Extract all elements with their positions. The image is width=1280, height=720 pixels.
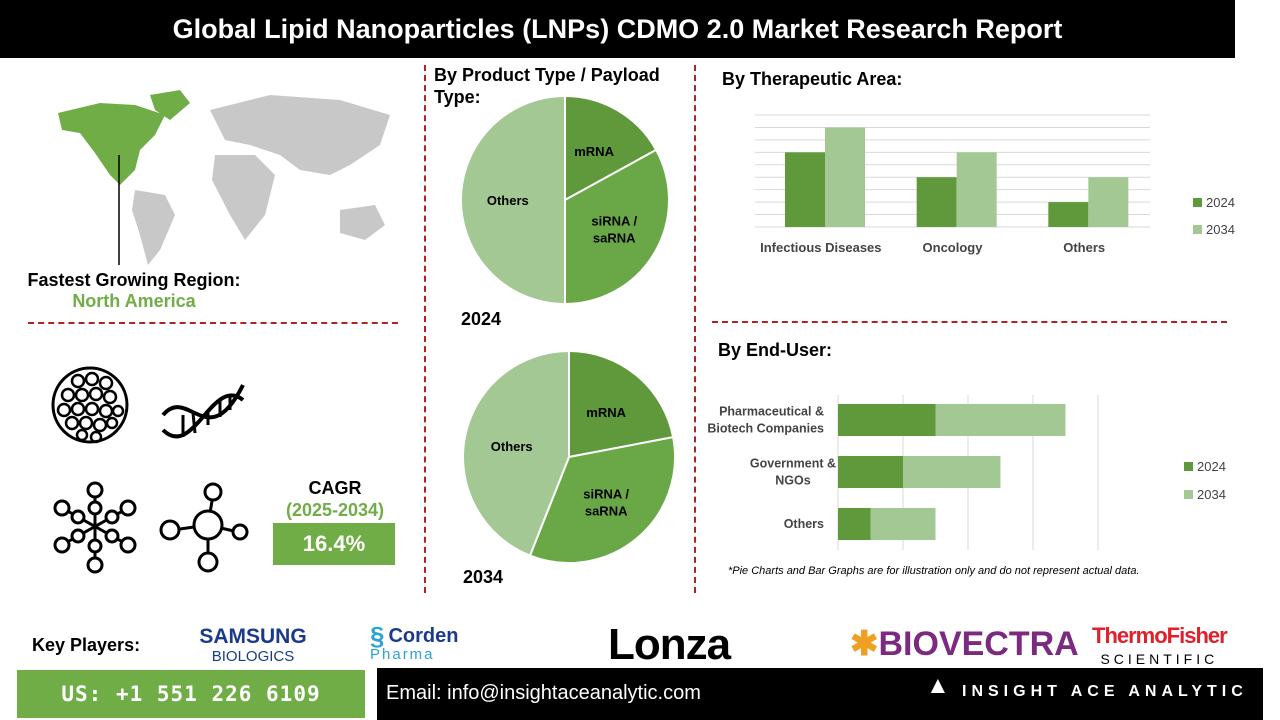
divider bbox=[712, 321, 1227, 323]
phone-contact[interactable]: US: +1 551 226 6109 bbox=[17, 670, 365, 718]
world-map bbox=[58, 90, 390, 265]
pie-label: siRNA / bbox=[583, 486, 629, 501]
end-user-title: By End-User: bbox=[718, 340, 833, 360]
pie-slice bbox=[528, 435, 676, 564]
bar-2024 bbox=[916, 177, 957, 227]
category-label: Biotech Companies bbox=[707, 422, 824, 436]
legend-swatch bbox=[1184, 462, 1193, 471]
pie-year-2024: 2024 bbox=[461, 309, 502, 329]
cagr-value: 16.4% bbox=[273, 523, 395, 565]
bar-2024 bbox=[1048, 202, 1089, 227]
divider bbox=[28, 322, 398, 324]
pie-label: Others bbox=[491, 439, 533, 454]
nanoparticle-icon bbox=[51, 366, 129, 444]
divider bbox=[694, 65, 696, 593]
molecule-icon bbox=[159, 482, 249, 573]
pie-slice bbox=[564, 148, 670, 306]
therapeutic-bar-chart: Infectious Diseases Oncology Others 2024 203… bbox=[755, 114, 1235, 255]
dna-icon bbox=[161, 384, 245, 439]
bar-2024 bbox=[838, 404, 936, 436]
pie-label: mRNA bbox=[574, 144, 614, 159]
legend-swatch bbox=[1193, 225, 1202, 234]
report-title: Global Lipid Nanoparticles (LNPs) CDMO 2… bbox=[0, 0, 1235, 58]
thermofisher-logo: ThermoFisher SCIENTIFIC bbox=[1092, 623, 1228, 668]
cagr-period: (2025-2034) bbox=[285, 500, 385, 520]
molecule-network-icon bbox=[53, 481, 137, 574]
category-label: Pharmaceutical & bbox=[719, 405, 824, 419]
key-players-label: Key Players: bbox=[32, 635, 141, 655]
category-label: Infectious Diseases bbox=[760, 240, 881, 255]
category-label: Others bbox=[1063, 240, 1105, 255]
samsung-biologics-logo: SAMSUNG BIOLOGICS bbox=[199, 625, 307, 665]
pie-label: saRNA bbox=[593, 231, 636, 246]
bar-2034 bbox=[870, 508, 936, 540]
pie-label: siRNA / bbox=[591, 214, 637, 229]
brand-logo-icon: ▲ bbox=[926, 672, 950, 699]
brand-name: INSIGHT ACE ANALYTIC bbox=[962, 683, 1248, 700]
end-user-bar-chart: Pharmaceutical & Biotech Companies Governm… bbox=[707, 395, 1226, 550]
pie-label: saRNA bbox=[585, 503, 628, 518]
pie-year-2034: 2034 bbox=[463, 567, 504, 587]
bar-2034 bbox=[956, 152, 997, 227]
pie-label: Others bbox=[487, 193, 529, 208]
bar-2024 bbox=[785, 152, 825, 227]
bar-2034 bbox=[903, 456, 1001, 488]
legend-label: 2034 bbox=[1206, 222, 1235, 237]
disclaimer-note: *Pie Charts and Bar Graphs are for illus… bbox=[728, 565, 1140, 577]
divider bbox=[424, 65, 426, 593]
pie-slice bbox=[568, 350, 675, 459]
map-africa bbox=[212, 155, 275, 240]
category-label: Oncology bbox=[923, 240, 984, 255]
footer-bar bbox=[377, 668, 1263, 720]
bar-2034 bbox=[825, 127, 865, 227]
legend-label: 2024 bbox=[1197, 459, 1226, 474]
bar-2034 bbox=[935, 404, 1066, 436]
lonza-logo: Lonza bbox=[608, 620, 731, 669]
email-contact[interactable]: Email: info@insightaceanalytic.com bbox=[386, 682, 701, 704]
pie-slice bbox=[564, 94, 658, 202]
pie-slice bbox=[460, 94, 566, 306]
map-north-america bbox=[58, 103, 165, 185]
legend-label: 2034 bbox=[1197, 487, 1226, 502]
category-label: Government & bbox=[750, 457, 836, 471]
corden-pharma-logo: § Corden Pharma bbox=[370, 621, 459, 663]
therapeutic-title: By Therapeutic Area: bbox=[722, 69, 903, 89]
pie-label: mRNA bbox=[586, 405, 626, 420]
region-label: Fastest Growing Region: bbox=[27, 270, 241, 290]
legend-swatch bbox=[1184, 490, 1193, 499]
legend-swatch bbox=[1193, 198, 1202, 207]
category-label: NGOs bbox=[775, 474, 810, 488]
category-label: Others bbox=[784, 517, 824, 531]
cagr-label: CAGR bbox=[308, 478, 362, 498]
pie-chart-2034: mRNA siRNA / saRNA Others bbox=[462, 350, 676, 564]
map-europe-asia bbox=[210, 95, 390, 175]
region-value: North America bbox=[72, 291, 196, 311]
pie-slice bbox=[462, 350, 570, 557]
map-south-america bbox=[132, 190, 175, 265]
biovectra-logo: ✱BIOVECTRA bbox=[850, 625, 1079, 663]
bar-2024 bbox=[838, 508, 871, 540]
bar-2024 bbox=[838, 456, 903, 488]
pie-section-title: By Product Type / Payload Type: bbox=[434, 65, 660, 107]
bar-2034 bbox=[1088, 177, 1129, 227]
map-australia bbox=[340, 205, 385, 240]
map-greenland bbox=[150, 90, 190, 120]
pie-chart-2024: mRNA siRNA / saRNA Others bbox=[460, 94, 670, 306]
legend-label: 2024 bbox=[1206, 195, 1235, 210]
